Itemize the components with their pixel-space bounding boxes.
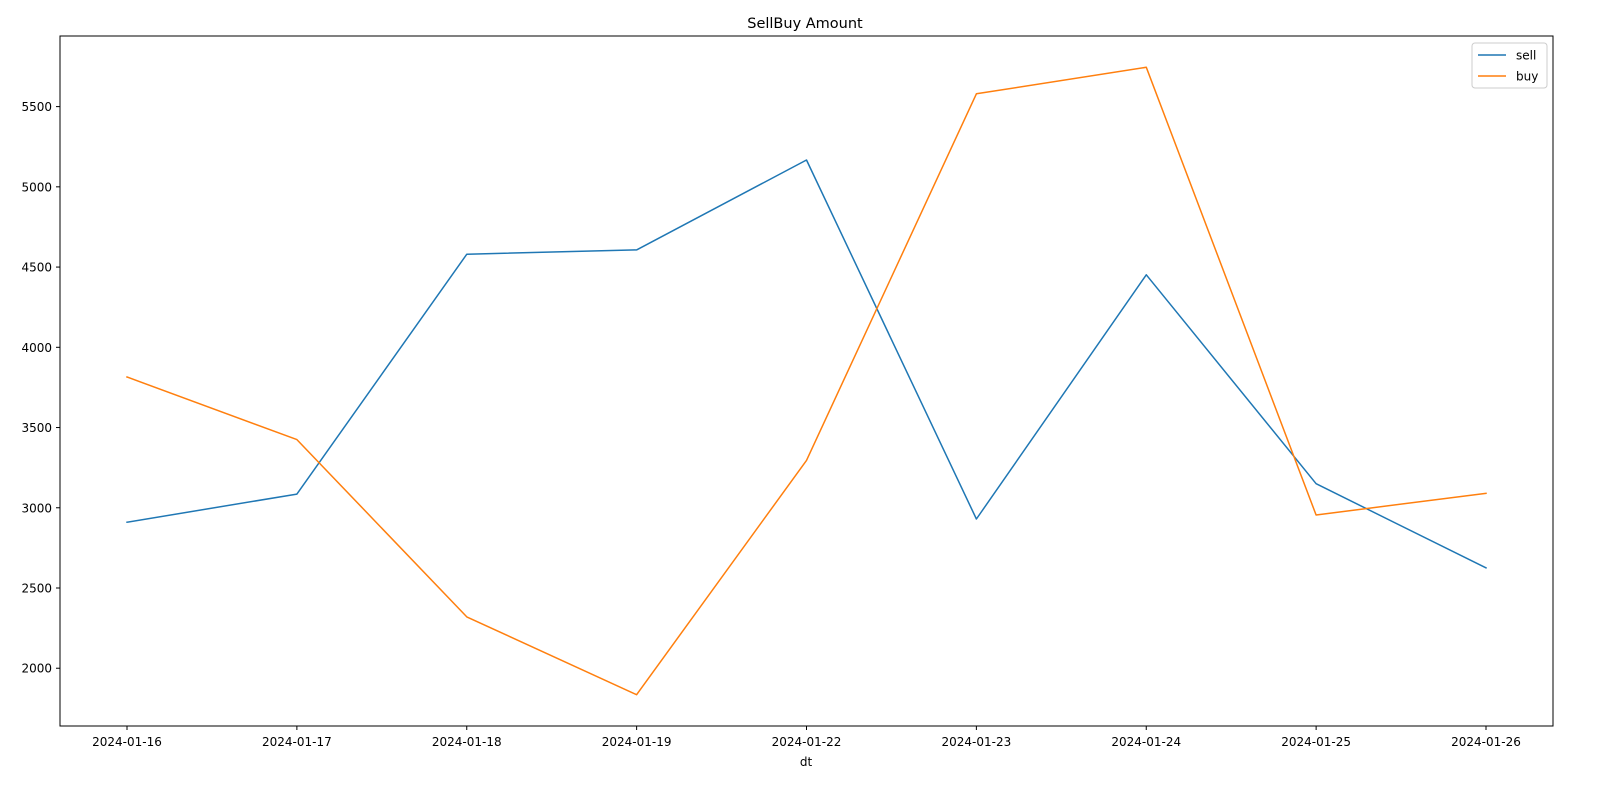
chart-title: SellBuy Amount	[747, 16, 863, 32]
x-tick-label: 2024-01-23	[942, 735, 1012, 749]
y-tick-label: 3000	[21, 501, 52, 515]
x-tick-label: 2024-01-25	[1281, 735, 1351, 749]
x-tick-label: 2024-01-26	[1451, 735, 1521, 749]
legend-entries: sell buy	[1478, 49, 1538, 84]
y-tick-label: 4000	[21, 341, 52, 355]
x-axis: 2024-01-16 2024-01-17 2024-01-18 2024-01-19…	[92, 726, 1521, 749]
series-line-buy	[126, 66, 1487, 696]
legend: sell buy	[1471, 42, 1548, 89]
x-tick-label: 2024-01-22	[772, 735, 842, 749]
y-tick-label: 3500	[21, 421, 52, 435]
y-tick-label: 5000	[21, 180, 52, 194]
x-tick-label: 2024-01-17	[262, 735, 332, 749]
legend-label-buy: buy	[1516, 70, 1538, 84]
y-axis: 2000 2500 3000 3500 4000 4500 5000 5500	[21, 100, 60, 676]
x-tick-label: 2024-01-16	[92, 735, 162, 749]
series-line-sell	[126, 159, 1488, 569]
series-layer	[126, 66, 1488, 696]
x-axis-label: dt	[800, 755, 813, 769]
x-tick-label: 2024-01-24	[1111, 735, 1181, 749]
y-tick-label: 2000	[21, 662, 52, 676]
x-tick-label: 2024-01-18	[432, 735, 502, 749]
y-tick-label: 2500	[21, 582, 52, 596]
legend-label-sell: sell	[1516, 49, 1536, 63]
y-tick-label: 4500	[21, 261, 52, 275]
x-tick-label: 2024-01-19	[602, 735, 672, 749]
y-tick-label: 5500	[21, 100, 52, 114]
